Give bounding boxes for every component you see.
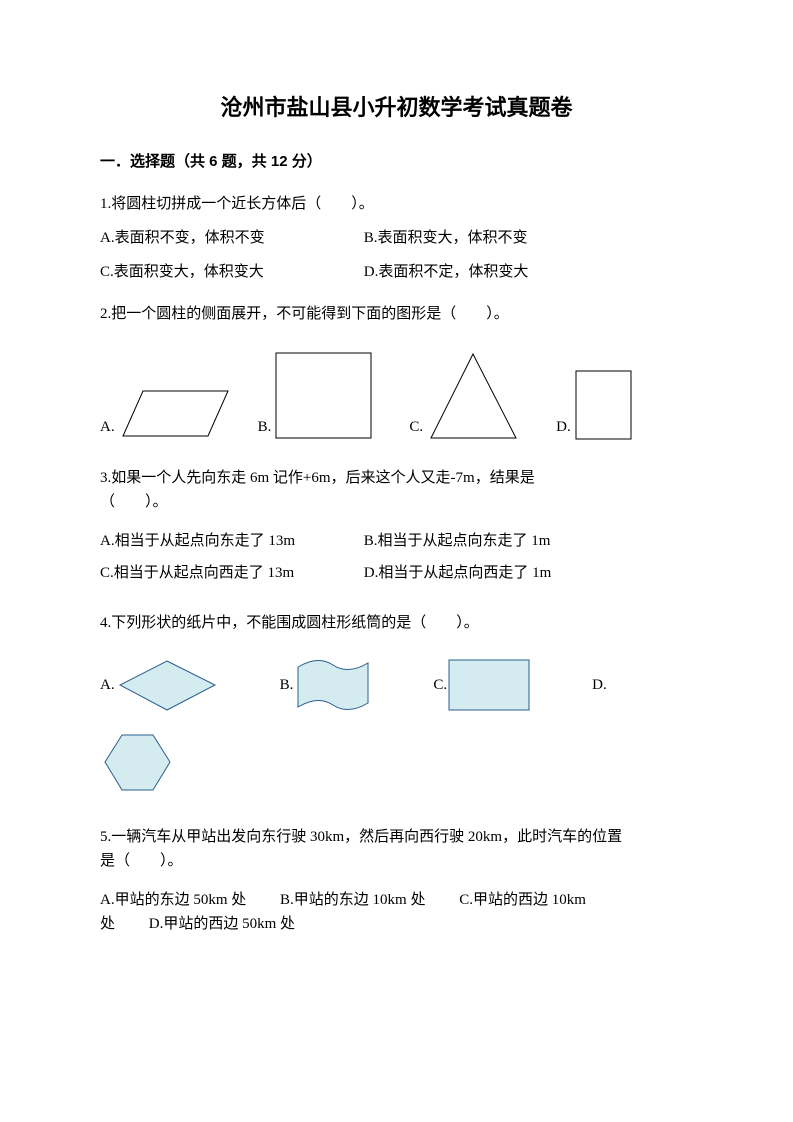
q1-opt-a: A.表面积不变，体积不变 (100, 226, 310, 250)
q4-option-d-shape (100, 730, 693, 795)
wave-flag-icon (293, 655, 373, 715)
q3-opt-d: D.相当于从起点向西走了 1m (364, 561, 624, 585)
q2-option-a: A. (100, 386, 233, 441)
question-2: 2.把一个圆柱的侧面展开，不可能得到下面的图形是（ ）。 A. B. C. D. (100, 302, 693, 441)
q4-option-c: C. (433, 658, 532, 713)
q3-text1: 3.如果一个人先向东走 6m 记作+6m，后来这个人又走-7m，结果是 (100, 466, 693, 490)
q2-text: 2.把一个圆柱的侧面展开，不可能得到下面的图形是（ ）。 (100, 302, 693, 326)
q4-shapes: A. B. C. D. (100, 655, 693, 715)
q2-label-d: D. (556, 415, 571, 441)
q4-option-d: D. (592, 673, 607, 697)
rectangle-icon (574, 369, 634, 441)
q4-label-a: A. (100, 673, 115, 697)
q5-opt-a: A.甲站的东边 50km 处 (100, 888, 246, 912)
q1-opt-b: B.表面积变大，体积不变 (364, 226, 528, 250)
filled-rectangle-icon (447, 658, 532, 713)
q2-label-b: B. (258, 415, 272, 441)
q1-opt-c: C.表面积变大，体积变大 (100, 260, 310, 284)
question-3: 3.如果一个人先向东走 6m 记作+6m，后来这个人又走-7m，结果是 （ ）。… (100, 466, 693, 593)
q4-option-b: B. (280, 655, 374, 715)
q5-options-2: 处 D.甲站的西边 50km 处 (100, 912, 693, 936)
q2-label-c: C. (409, 415, 423, 441)
q4-text: 4.下列形状的纸片中，不能围成圆柱形纸筒的是（ ）。 (100, 611, 693, 635)
q5-text2: 是（ ）。 (100, 849, 693, 873)
section-header: 一．选择题（共 6 题，共 12 分） (100, 150, 693, 174)
question-4: 4.下列形状的纸片中，不能围成圆柱形纸筒的是（ ）。 A. B. C. D. (100, 611, 693, 795)
triangle-icon (426, 351, 521, 441)
q2-option-b: B. (258, 351, 375, 441)
square-icon (274, 351, 374, 441)
q2-shapes: A. B. C. D. (100, 351, 693, 441)
q1-opt-d: D.表面积不定，体积变大 (364, 260, 529, 284)
q3-options: A.相当于从起点向东走了 13m B.相当于从起点向东走了 1m (100, 529, 693, 561)
q3-opt-b: B.相当于从起点向东走了 1m (364, 529, 624, 553)
q3-opt-a: A.相当于从起点向东走了 13m (100, 529, 360, 553)
q3-opt-c: C.相当于从起点向西走了 13m (100, 561, 360, 585)
hexagon-icon (100, 730, 175, 795)
q1-text: 1.将圆柱切拼成一个近长方体后（ ）。 (100, 192, 693, 216)
q4-label-d: D. (592, 673, 607, 697)
page-title: 沧州市盐山县小升初数学考试真题卷 (100, 90, 693, 125)
parallelogram-icon (118, 386, 233, 441)
q5-text1: 5.一辆汽车从甲站出发向东行驶 30km，然后再向西行驶 20km，此时汽车的位… (100, 825, 693, 849)
q5-opt-c: C.甲站的西边 10km (459, 888, 586, 912)
q1-options: A.表面积不变，体积不变 B.表面积变大，体积不变 (100, 226, 693, 250)
q3-options-2: C.相当于从起点向西走了 13m D.相当于从起点向西走了 1m (100, 561, 693, 593)
q5-opt-d: D.甲站的西边 50km 处 (149, 912, 295, 936)
q4-label-c: C. (433, 673, 447, 697)
question-5: 5.一辆汽车从甲站出发向东行驶 30km，然后再向西行驶 20km，此时汽车的位… (100, 825, 693, 936)
q5-opt-b: B.甲站的东边 10km 处 (280, 888, 425, 912)
rhombus-icon (115, 658, 220, 713)
q4-label-b: B. (280, 673, 294, 697)
q2-option-d: D. (556, 369, 634, 441)
q2-option-c: C. (409, 351, 521, 441)
q4-option-a: A. (100, 658, 220, 713)
question-1: 1.将圆柱切拼成一个近长方体后（ ）。 A.表面积不变，体积不变 B.表面积变大… (100, 192, 693, 284)
q5-options: A.甲站的东边 50km 处 B.甲站的东边 10km 处 C.甲站的西边 10… (100, 888, 693, 912)
q3-text2: （ ）。 (100, 490, 693, 514)
q2-label-a: A. (100, 415, 115, 441)
q1-options-2: C.表面积变大，体积变大 D.表面积不定，体积变大 (100, 260, 693, 284)
q5-opt-c-extra: 处 (100, 912, 115, 936)
